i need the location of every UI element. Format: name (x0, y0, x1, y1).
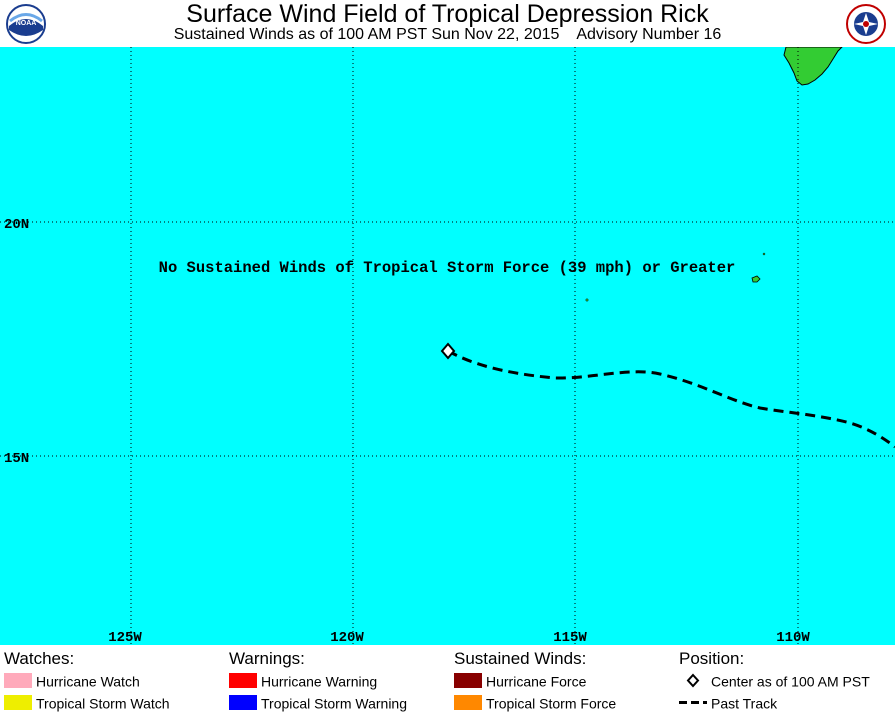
svg-text:NOAA: NOAA (16, 20, 37, 27)
legend-watches-heading: Watches: (4, 649, 75, 668)
noaa-logo: NOAA (6, 4, 46, 44)
page-title: Surface Wind Field of Tropical Depressio… (186, 0, 709, 28)
san-benedicto-island-land (762, 252, 766, 256)
dashed-line-icon (679, 700, 707, 704)
legend-warnings-heading: Warnings: (229, 649, 305, 668)
legend-item-hurricane-watch: Hurricane Watch (4, 670, 140, 690)
clarion-island-land (585, 298, 589, 302)
legend-item-tropical-storm-watch: Tropical Storm Watch (4, 692, 170, 712)
legend-item-past-track: Past Track (679, 692, 777, 712)
tropical-storm-force-swatch (454, 694, 482, 710)
no-winds-message: No Sustained Winds of Tropical Storm For… (159, 259, 736, 277)
map: 20N 15N 125W 120W 115W 110W No Sustained… (0, 47, 895, 645)
header: NOAA Surface Wind Field of Tropical Depr… (0, 0, 895, 47)
hurricane-force-swatch (454, 672, 482, 688)
lon-label-110w: 110W (776, 630, 810, 645)
lat-label-20n: 20N (4, 217, 29, 233)
hurricane-watch-label: Hurricane Watch (36, 673, 140, 690)
legend-item-tropical-storm-force: Tropical Storm Force (454, 692, 616, 712)
legend-winds-heading: Sustained Winds: (454, 649, 587, 668)
tropical-storm-warning-swatch (229, 694, 257, 710)
page-subtitle: Sustained Winds as of 100 AM PST Sun Nov… (173, 26, 722, 43)
legend-item-tropical-storm-warning: Tropical Storm Warning (229, 692, 407, 712)
legend-position-heading: Position: (679, 649, 745, 668)
nws-logo (846, 4, 886, 44)
tropical-storm-warning-label: Tropical Storm Warning (261, 695, 408, 712)
storm-center-diamond-icon (440, 342, 456, 360)
legend-item-hurricane-force: Hurricane Force (454, 670, 586, 690)
diamond-icon (686, 673, 700, 688)
hurricane-warning-swatch (229, 672, 257, 688)
hurricane-watch-swatch (4, 672, 32, 688)
hurricane-force-label: Hurricane Force (486, 673, 587, 690)
tropical-storm-watch-label: Tropical Storm Watch (36, 695, 170, 712)
lon-label-120w: 120W (330, 630, 364, 645)
tropical-storm-force-label: Tropical Storm Force (486, 695, 617, 712)
past-track-label: Past Track (711, 695, 778, 712)
hurricane-warning-label: Hurricane Warning (261, 673, 378, 690)
lat-label-15n: 15N (4, 451, 29, 467)
tropical-storm-watch-swatch (4, 694, 32, 710)
lon-label-115w: 115W (553, 630, 587, 645)
center-label: Center as of 100 AM PST (711, 673, 870, 690)
past-track-line (447, 349, 895, 449)
socorro-island-land (751, 275, 761, 283)
lon-label-125w: 125W (108, 630, 142, 645)
legend-item-hurricane-warning: Hurricane Warning (229, 670, 377, 690)
legend: Watches: Hurricane Watch Tropical Storm … (0, 645, 895, 716)
legend-item-center: Center as of 100 AM PST (679, 670, 870, 690)
